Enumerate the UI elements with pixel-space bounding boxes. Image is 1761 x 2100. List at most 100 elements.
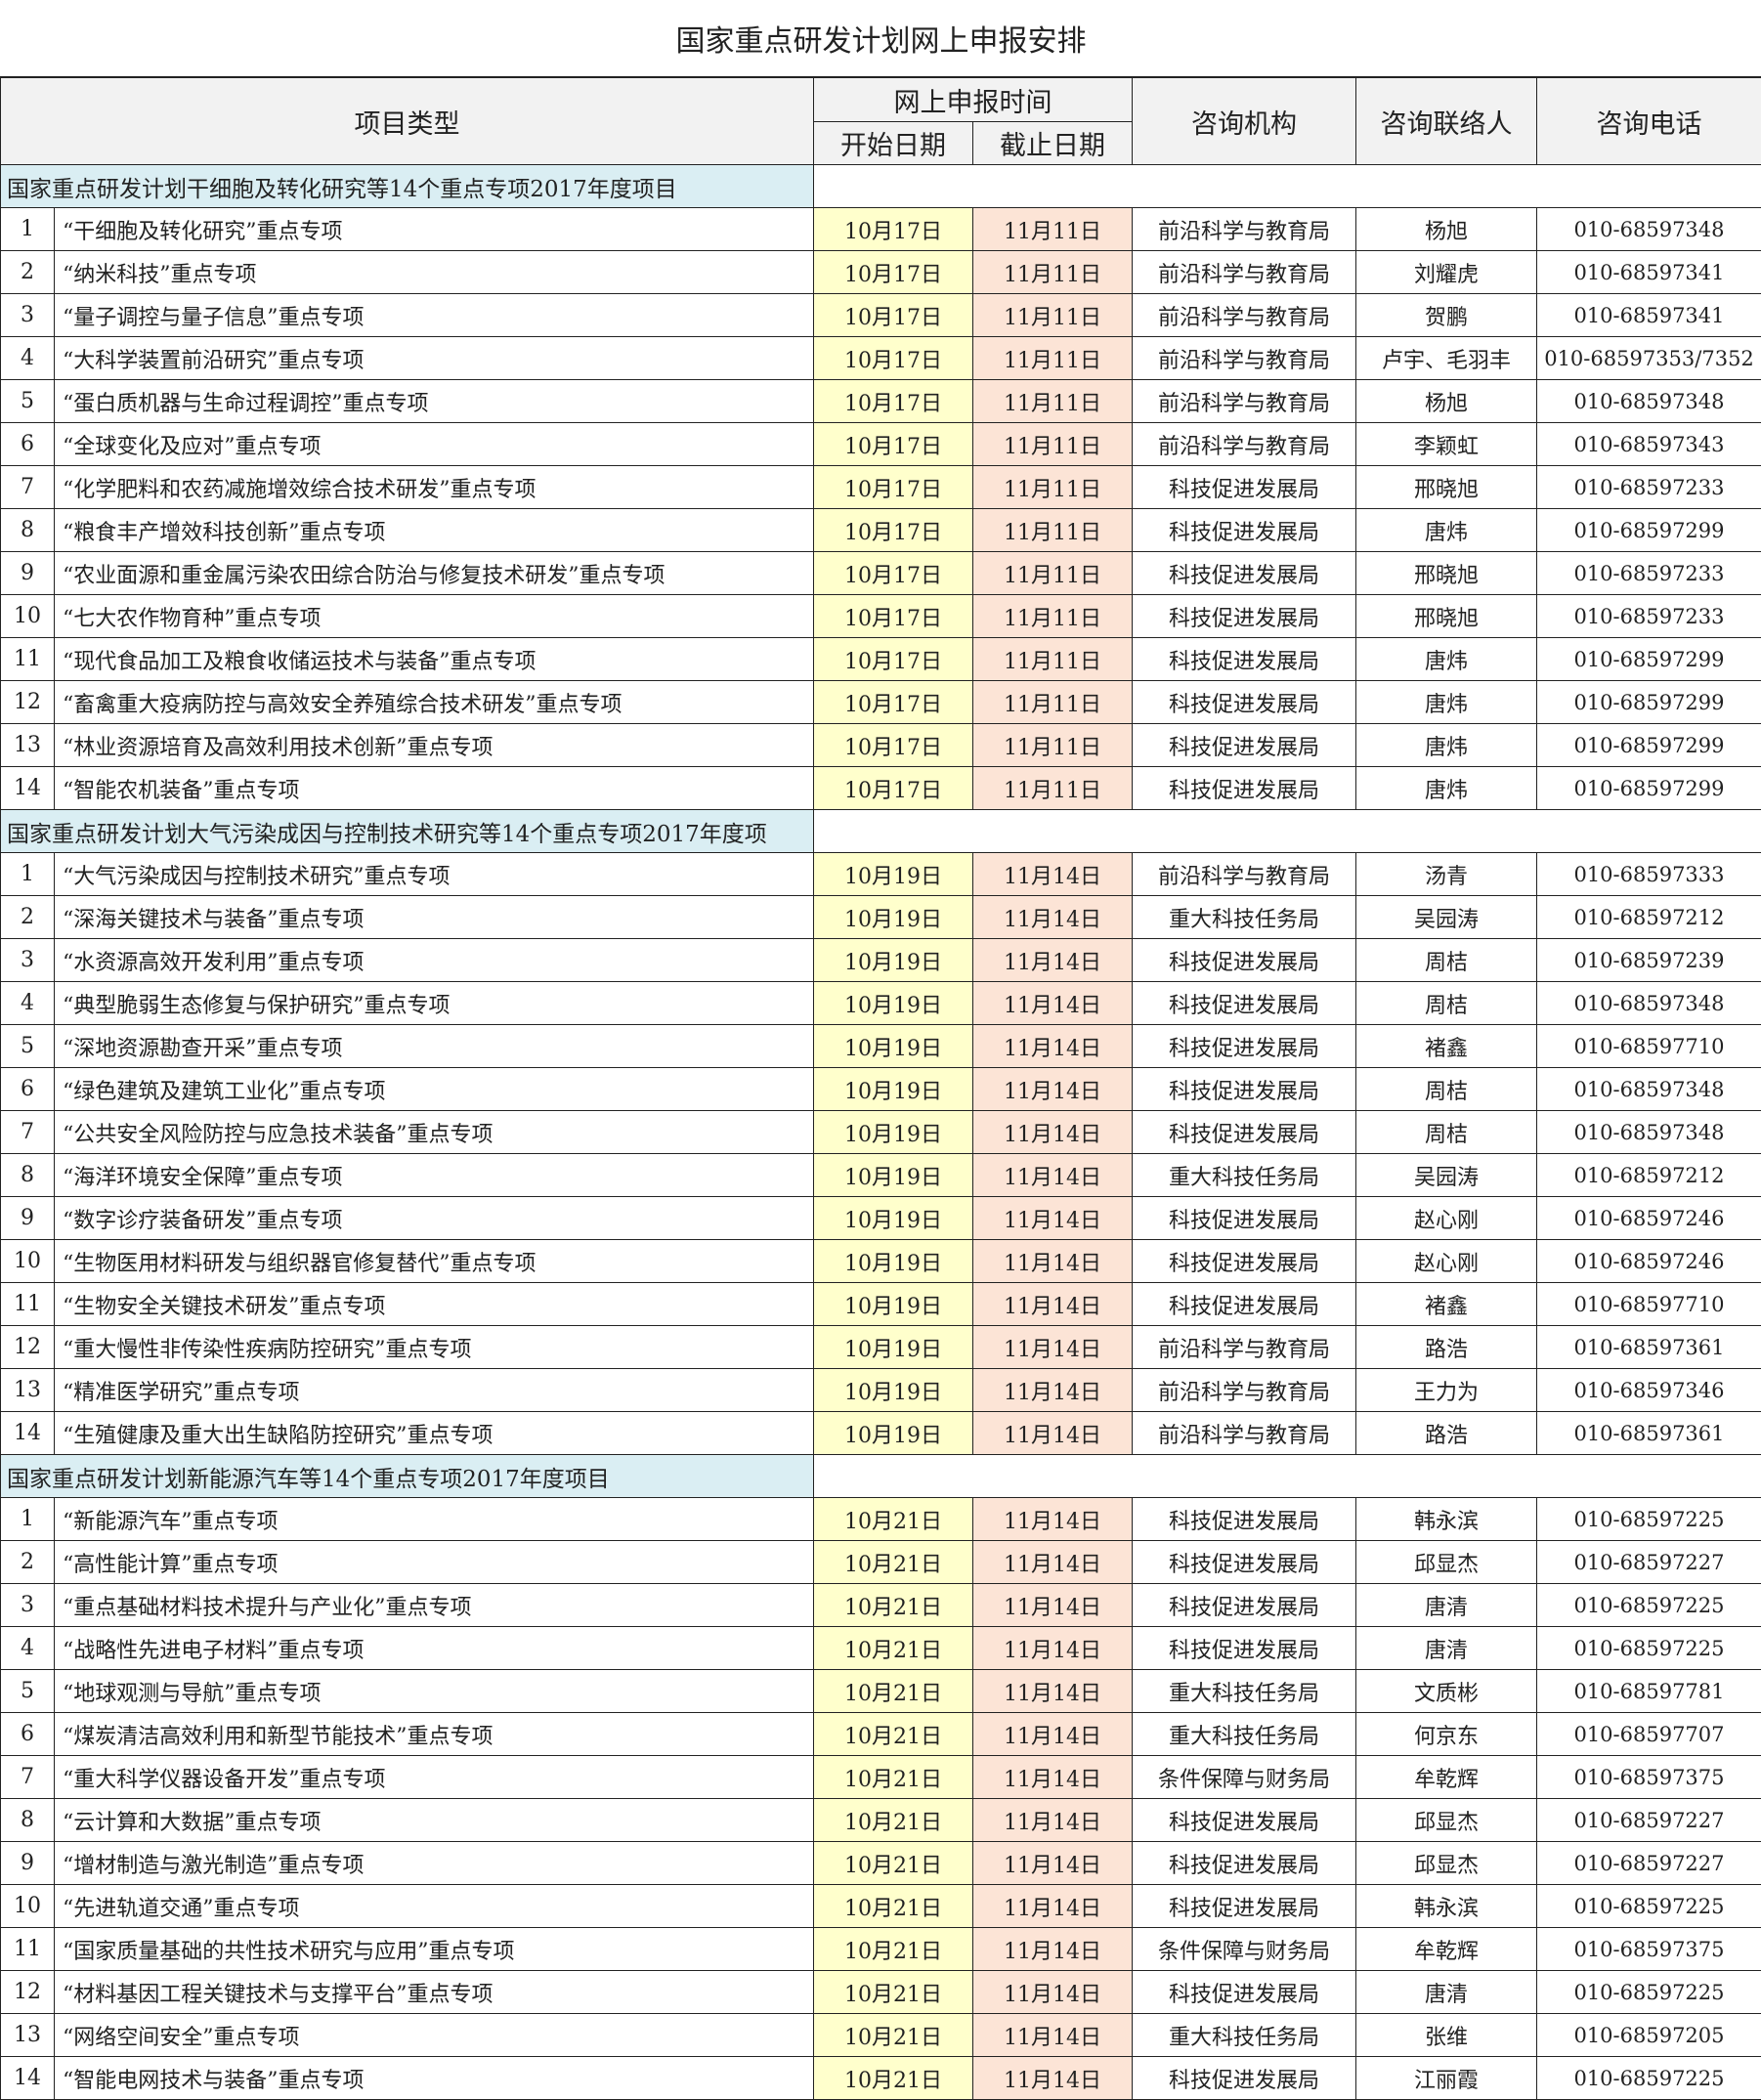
table-row: 4 “典型脆弱生态修复与保护研究”重点专项 10月19日 11月14日 科技促进发展局周…	[0, 981, 1761, 1025]
table-row: 6 “全球变化及应对”重点专项 10月17日 11月11日 前沿科学与教育局 李颖虹 010…	[0, 422, 1761, 466]
table-row: 6 “煤炭清洁高效利用和新型节能技术”重点专项 10月21日 11月14日 重大科技任务…	[0, 1712, 1761, 1756]
cell-contact: 唐炜	[1355, 766, 1537, 810]
cell-name: “水资源高效开发利用”重点专项	[54, 938, 814, 982]
cell-name: “大气污染成因与控制技术研究”重点专项	[54, 852, 814, 896]
cell-name: “新能源汽车”重点专项	[54, 1497, 814, 1541]
cell-agency: 科技促进发展局	[1132, 981, 1356, 1025]
table-row: 1 “大气污染成因与控制技术研究”重点专项 10月19日 11月14日 前沿科学与教育局…	[0, 852, 1761, 896]
cell-agency: 科技促进发展局	[1132, 2056, 1356, 2100]
cell-name: “林业资源培育及高效利用技术创新”重点专项	[54, 723, 814, 767]
cell-no: 13	[0, 723, 55, 767]
cell-no: 5	[0, 1669, 55, 1713]
cell-agency: 科技促进发展局	[1132, 1239, 1356, 1283]
cell-end: 11月14日	[972, 1841, 1133, 1885]
cell-name: “生物安全关键技术研发”重点专项	[54, 1282, 814, 1326]
header-end-date: 截止日期	[972, 121, 1133, 165]
cell-start: 10月21日	[813, 1841, 973, 1885]
cell-no: 14	[0, 1411, 55, 1455]
cell-end: 11月14日	[972, 1669, 1133, 1713]
cell-phone: 010-68597375	[1536, 1927, 1761, 1971]
table-row: 10 “七大农作物育种”重点专项 10月17日 11月11日 科技促进发展局 邢晓旭 010…	[0, 594, 1761, 638]
cell-agency: 前沿科学与教育局	[1132, 379, 1356, 423]
cell-contact: 周桔	[1355, 981, 1537, 1025]
cell-contact: 唐炜	[1355, 508, 1537, 552]
cell-start: 10月17日	[813, 508, 973, 552]
cell-agency: 科技促进发展局	[1132, 723, 1356, 767]
cell-contact: 张维	[1355, 2013, 1537, 2057]
cell-end: 11月14日	[972, 981, 1133, 1025]
cell-end: 11月11日	[972, 680, 1133, 724]
cell-phone: 010-68597225	[1536, 1626, 1761, 1670]
section-blank	[813, 164, 1761, 208]
header-agency: 咨询机构	[1132, 76, 1356, 165]
cell-start: 10月17日	[813, 336, 973, 380]
cell-start: 10月17日	[813, 637, 973, 681]
cell-phone: 010-68597225	[1536, 1497, 1761, 1541]
cell-end: 11月14日	[972, 895, 1133, 939]
cell-start: 10月19日	[813, 938, 973, 982]
cell-end: 11月14日	[972, 1282, 1133, 1326]
cell-agency: 科技促进发展局	[1132, 1067, 1356, 1111]
cell-start: 10月21日	[813, 1626, 973, 1670]
cell-end: 11月11日	[972, 594, 1133, 638]
cell-no: 4	[0, 981, 55, 1025]
page-title: 国家重点研发计划网上申报安排	[0, 0, 1761, 78]
table-row: 5 “蛋白质机器与生命过程调控”重点专项 10月17日 11月11日 前沿科学与教育局杨…	[0, 379, 1761, 423]
cell-contact: 赵心刚	[1355, 1239, 1537, 1283]
cell-contact: 牟乾辉	[1355, 1927, 1537, 1971]
cell-start: 10月21日	[813, 1755, 973, 1799]
cell-phone: 010-68597333	[1536, 852, 1761, 896]
cell-agency: 前沿科学与教育局	[1132, 852, 1356, 896]
cell-no: 7	[0, 1755, 55, 1799]
cell-no: 2	[0, 1540, 55, 1584]
cell-contact: 汤青	[1355, 852, 1537, 896]
cell-end: 11月14日	[972, 2056, 1133, 2100]
table-row: 12 “材料基因工程关键技术与支撑平台”重点专项 10月21日 11月14日 科技促进发…	[0, 1970, 1761, 2014]
cell-phone: 010-68597233	[1536, 465, 1761, 509]
cell-start: 10月17日	[813, 723, 973, 767]
cell-contact: 褚鑫	[1355, 1024, 1537, 1068]
table-row: 10 “先进轨道交通”重点专项 10月21日 11月14日 科技促进发展局 韩永滨 010-…	[0, 1884, 1761, 1928]
cell-contact: 唐炜	[1355, 637, 1537, 681]
cell-name: “材料基因工程关键技术与支撑平台”重点专项	[54, 1970, 814, 2014]
cell-phone: 010-68597212	[1536, 1153, 1761, 1197]
cell-no: 10	[0, 1884, 55, 1928]
table-row: 6 “绿色建筑及建筑工业化”重点专项 10月19日 11月14日 科技促进发展局 周桔 01…	[0, 1067, 1761, 1111]
cell-phone: 010-68597299	[1536, 508, 1761, 552]
cell-name: “智能电网技术与装备”重点专项	[54, 2056, 814, 2100]
cell-end: 11月14日	[972, 1583, 1133, 1627]
cell-agency: 科技促进发展局	[1132, 1970, 1356, 2014]
cell-no: 6	[0, 1712, 55, 1756]
header-phone: 咨询电话	[1536, 76, 1761, 165]
cell-agency: 前沿科学与教育局	[1132, 207, 1356, 251]
cell-end: 11月14日	[972, 1153, 1133, 1197]
table-row: 11 “国家质量基础的共性技术研究与应用”重点专项 10月21日 11月14日 条件保障…	[0, 1927, 1761, 1971]
cell-phone: 010-68597299	[1536, 637, 1761, 681]
cell-no: 13	[0, 1368, 55, 1412]
cell-contact: 邢晓旭	[1355, 594, 1537, 638]
cell-agency: 科技促进发展局	[1132, 766, 1356, 810]
cell-start: 10月21日	[813, 1884, 973, 1928]
table-row: 8 “海洋环境安全保障”重点专项 10月19日 11月14日 重大科技任务局 吴园涛 010…	[0, 1153, 1761, 1197]
cell-no: 11	[0, 1927, 55, 1971]
cell-agency: 重大科技任务局	[1132, 895, 1356, 939]
header-online-time: 网上申报时间	[813, 76, 1133, 122]
cell-contact: 唐清	[1355, 1626, 1537, 1670]
cell-contact: 杨旭	[1355, 207, 1537, 251]
cell-agency: 前沿科学与教育局	[1132, 336, 1356, 380]
cell-no: 7	[0, 465, 55, 509]
cell-phone: 010-68597246	[1536, 1239, 1761, 1283]
cell-start: 10月19日	[813, 1411, 973, 1455]
cell-agency: 前沿科学与教育局	[1132, 1368, 1356, 1412]
cell-contact: 唐炜	[1355, 680, 1537, 724]
cell-contact: 邢晓旭	[1355, 465, 1537, 509]
cell-contact: 文质彬	[1355, 1669, 1537, 1713]
cell-phone: 010-68597227	[1536, 1798, 1761, 1842]
cell-phone: 010-68597348	[1536, 207, 1761, 251]
cell-phone: 010-68597348	[1536, 379, 1761, 423]
table-row: 5 “深地资源勘查开采”重点专项 10月19日 11月14日 科技促进发展局 褚鑫 010-…	[0, 1024, 1761, 1068]
cell-start: 10月19日	[813, 1325, 973, 1369]
cell-agency: 科技促进发展局	[1132, 680, 1356, 724]
cell-start: 10月21日	[813, 2013, 973, 2057]
table-row: 9 “增材制造与激光制造”重点专项 10月21日 11月14日 科技促进发展局 邱显杰 01…	[0, 1841, 1761, 1885]
